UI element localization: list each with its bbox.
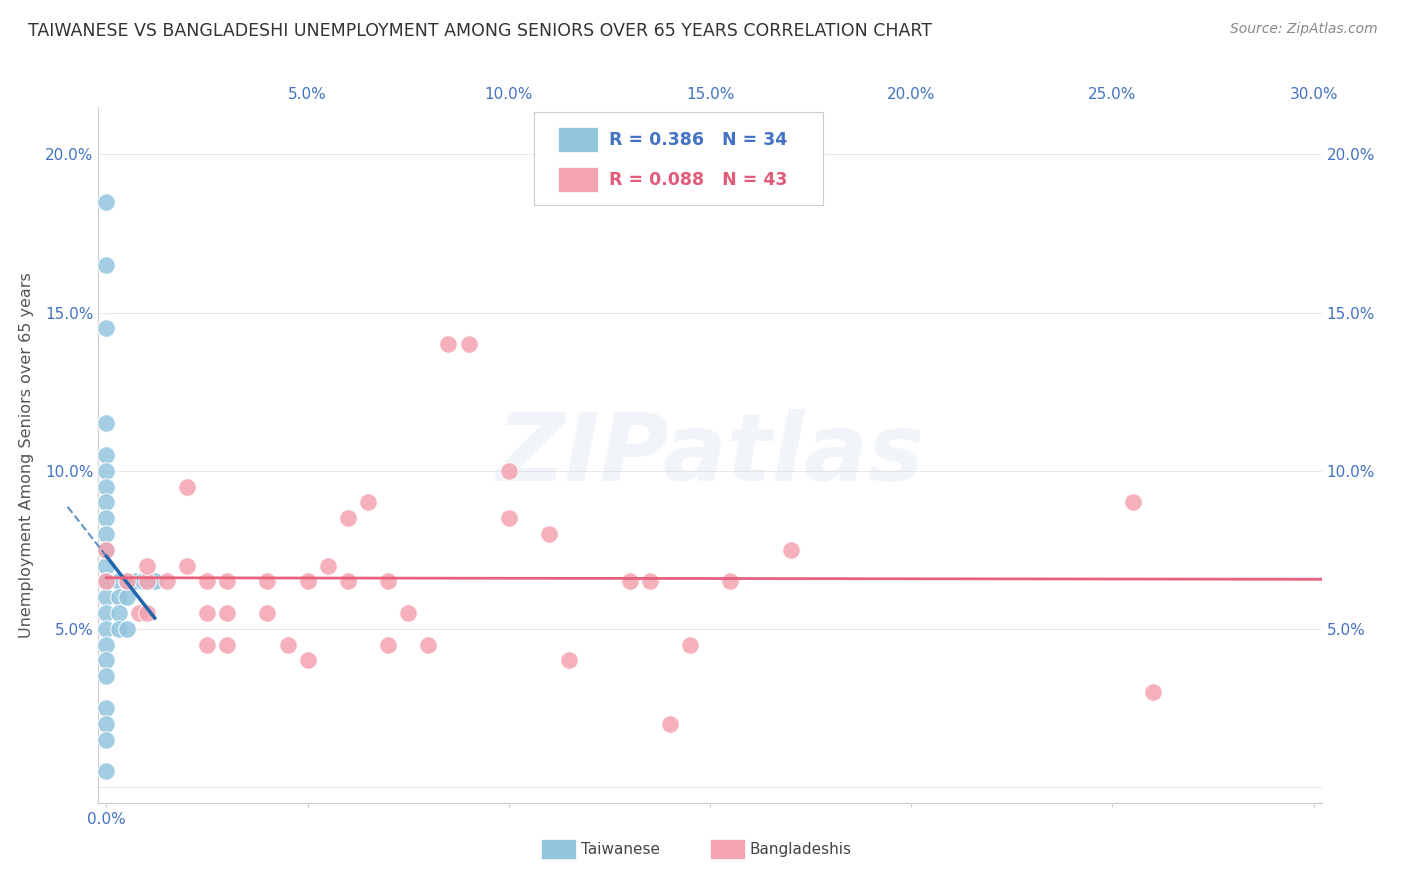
Point [638, 574, 661, 589]
Point [107, 591, 129, 605]
Text: R = 0.386   N = 34: R = 0.386 N = 34 [609, 131, 787, 149]
Y-axis label: Unemployment Among Seniors over 65 years: Unemployment Among Seniors over 65 years [20, 272, 34, 638]
Point [619, 574, 641, 589]
Point [107, 606, 129, 620]
Text: Taiwanese: Taiwanese [581, 842, 659, 856]
Point [131, 574, 153, 589]
Point [217, 638, 239, 652]
Point [96, 511, 118, 525]
Point [135, 558, 157, 573]
Point [96, 716, 118, 731]
Point [297, 653, 319, 667]
Point [316, 558, 339, 573]
Point [107, 574, 129, 589]
Point [96, 574, 118, 589]
Point [107, 622, 129, 636]
Point [115, 574, 138, 589]
Point [115, 591, 138, 605]
Point [96, 606, 118, 620]
Point [217, 606, 239, 620]
Point [124, 574, 146, 589]
Point [538, 527, 561, 541]
Text: Bangladeshis: Bangladeshis [749, 842, 852, 856]
Point [418, 638, 440, 652]
Point [336, 511, 359, 525]
Point [1142, 685, 1164, 699]
Point [96, 194, 118, 209]
Point [115, 574, 138, 589]
Point [96, 653, 118, 667]
Point [156, 574, 179, 589]
Point [96, 479, 118, 493]
Point [377, 638, 399, 652]
Point [498, 464, 520, 478]
Point [658, 716, 681, 731]
Text: TAIWANESE VS BANGLADESHI UNEMPLOYMENT AMONG SENIORS OVER 65 YEARS CORRELATION CH: TAIWANESE VS BANGLADESHI UNEMPLOYMENT AM… [28, 22, 932, 40]
Point [115, 622, 138, 636]
Point [96, 417, 118, 431]
Point [357, 495, 380, 509]
Text: R = 0.088   N = 43: R = 0.088 N = 43 [609, 170, 787, 188]
Point [96, 764, 118, 779]
Point [377, 574, 399, 589]
Point [96, 574, 118, 589]
Point [143, 574, 166, 589]
Point [336, 574, 359, 589]
Point [679, 638, 702, 652]
Point [195, 638, 218, 652]
Point [96, 527, 118, 541]
Point [96, 258, 118, 272]
Point [96, 591, 118, 605]
Point [779, 542, 801, 557]
Point [437, 337, 460, 351]
Point [256, 574, 278, 589]
Point [96, 464, 118, 478]
Text: ZIPatlas: ZIPatlas [496, 409, 924, 501]
Point [256, 606, 278, 620]
Point [135, 606, 157, 620]
Point [498, 511, 520, 525]
Point [96, 622, 118, 636]
Point [96, 669, 118, 683]
Point [558, 653, 581, 667]
Point [96, 495, 118, 509]
Point [1121, 495, 1143, 509]
Point [96, 542, 118, 557]
Point [297, 574, 319, 589]
Point [128, 606, 150, 620]
Point [96, 701, 118, 715]
Point [195, 606, 218, 620]
Point [217, 574, 239, 589]
Point [96, 558, 118, 573]
Point [96, 542, 118, 557]
Point [176, 479, 198, 493]
Point [135, 574, 157, 589]
Point [96, 732, 118, 747]
Point [457, 337, 479, 351]
Point [96, 574, 118, 589]
Point [96, 321, 118, 335]
Point [195, 574, 218, 589]
Point [277, 638, 299, 652]
Point [396, 606, 419, 620]
Text: Source: ZipAtlas.com: Source: ZipAtlas.com [1230, 22, 1378, 37]
Point [96, 638, 118, 652]
Point [176, 558, 198, 573]
Point [96, 448, 118, 462]
Point [718, 574, 741, 589]
